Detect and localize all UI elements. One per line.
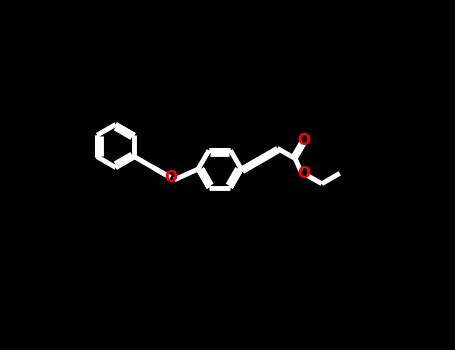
Text: O: O (297, 133, 310, 148)
Text: O: O (297, 166, 310, 181)
Text: O: O (164, 170, 177, 185)
